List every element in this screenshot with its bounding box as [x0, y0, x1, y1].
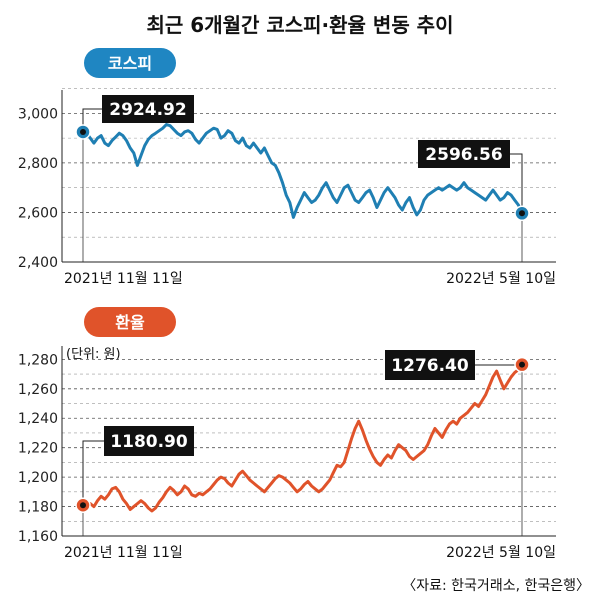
y-tick-label: 1,220: [18, 441, 58, 457]
annotation-label: 1276.40: [391, 356, 469, 376]
annotation-leader: [82, 440, 104, 506]
x-start-label: 2021년 11월 11일: [64, 271, 183, 287]
series-badge: [84, 48, 176, 78]
y-tick-label: 1,240: [18, 411, 58, 427]
kospi-panel: 코스피 2,400 2,600 2,800 3,000 2924.92 2596.56 202…: [18, 48, 556, 287]
annotation-label: 1180.90: [110, 432, 188, 452]
y-tick-label: 1,180: [18, 500, 58, 516]
endpoint-dot: [80, 502, 86, 509]
annotation-label: 2596.56: [425, 145, 502, 165]
annotation-label: 2924.92: [109, 100, 186, 120]
x-start-label: 2021년 11월 11일: [64, 545, 183, 561]
x-end-label: 2022년 5월 10일: [446, 271, 556, 287]
endpoint-dot: [519, 210, 525, 217]
y-tick-label: 2,600: [18, 205, 58, 221]
x-end-label: 2022년 5월 10일: [446, 545, 556, 561]
y-tick-label: 1,200: [18, 470, 58, 486]
annotation-box: [102, 95, 194, 123]
annotation-box: [418, 140, 510, 168]
y-tick-label: 1,280: [18, 352, 58, 368]
series-badge: [84, 307, 176, 337]
series-badge-label: 환율: [115, 313, 145, 332]
annotation-box: [104, 426, 194, 456]
endpoint-dot: [80, 128, 86, 135]
annotation-box: [385, 350, 475, 380]
series-line: [81, 363, 524, 513]
annotation-leader: [510, 153, 523, 214]
fx-panel: 환율 (단위: 원) 1,160 1,180 1,200 1,220 1,240 1,260 1…: [18, 307, 556, 561]
y-tick-label: 2,400: [18, 255, 58, 271]
y-tick-label: 1,160: [18, 529, 58, 545]
endpoint-dot: [519, 361, 525, 368]
unit-label: (단위: 원): [66, 347, 121, 362]
source-note: 〈자료: 한국거래소, 한국은행〉: [402, 578, 590, 594]
chart-title: 최근 6개월간 코스피·환율 변동 추이: [147, 13, 454, 37]
y-tick-label: 3,000: [18, 106, 58, 122]
y-tick-label: 2,800: [18, 156, 58, 172]
series-line: [81, 123, 524, 219]
y-tick-label: 1,260: [18, 382, 58, 398]
series-badge-label: 코스피: [108, 54, 152, 73]
